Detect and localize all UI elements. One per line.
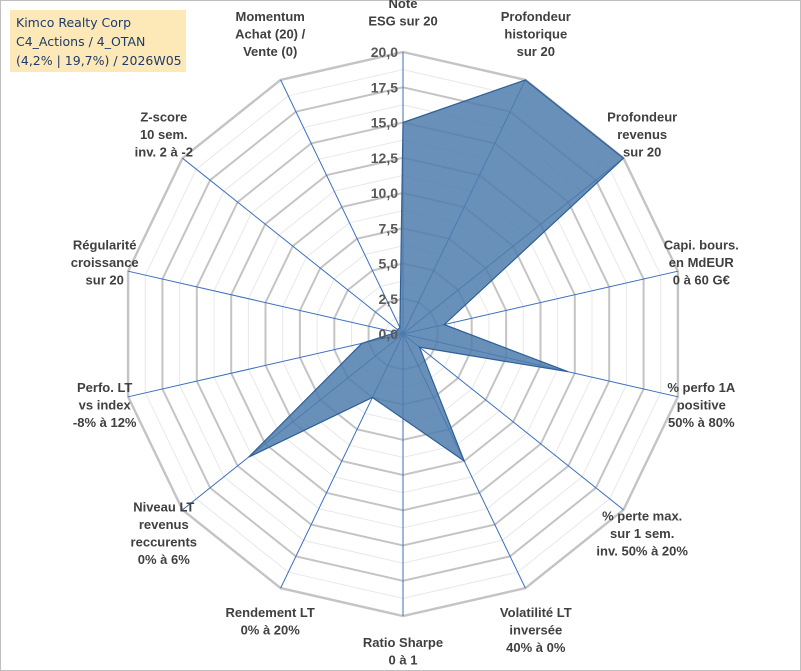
axis-label-line: vs index	[79, 398, 132, 413]
axis-label-line: Achat (20) /	[235, 26, 305, 41]
axis-label-line: sur 1 sem.	[610, 526, 674, 541]
axis-label: % perte max. sur 1 sem. inv. 50% à 20%	[596, 508, 688, 558]
radial-tick-label: 17,5	[371, 79, 398, 95]
axis-label: Profondeur historique sur 20	[501, 9, 571, 59]
axis-label-line: Vente (0)	[243, 44, 297, 59]
axis-spoke	[127, 270, 404, 335]
radial-tick-label: 10,0	[371, 185, 398, 201]
axis-label: Perfo. LT vs index -8% à 12%	[73, 380, 137, 430]
radial-tick-label: 0,0	[379, 326, 399, 342]
chart-title-box: Kimco Realty Corp C4_Actions / 4_OTAN (4…	[10, 10, 186, 72]
axis-label: Rendement LT 0% à 20%	[226, 605, 315, 638]
axis-label-line: historique	[504, 26, 567, 41]
axis-label-line: Régularité	[73, 238, 137, 253]
axis-label-line: Niveau LT	[133, 500, 194, 515]
axis-label-line: Rendement LT	[226, 605, 315, 620]
axis-spoke	[402, 333, 624, 511]
axis-label: Régularité croissance sur 20	[71, 238, 139, 288]
axis-label: % perfo 1A positive 50% à 80%	[667, 380, 736, 430]
axis-label-line: revenus	[139, 517, 189, 532]
axis-label-line: sur 20	[517, 44, 555, 59]
axis-label-line: Capi. bours.	[664, 238, 739, 253]
axis-label-line: Momentum	[236, 9, 305, 24]
axis-label: Profondeur revenus sur 20	[607, 109, 677, 159]
axis-label-line: 0 à 1	[389, 653, 418, 668]
axis-spoke	[127, 333, 404, 398]
radial-tick-label: 20,0	[371, 44, 398, 60]
radial-tick-label: 5,0	[379, 256, 399, 272]
axis-label: Capi. bours. en MdEUR 0 à 60 G€	[664, 238, 739, 288]
axis-label: Z-score 10 sem. inv. 2 à -2	[135, 109, 193, 159]
radial-tick-label: 2,5	[379, 291, 399, 307]
axis-label-line: ESG sur 20	[368, 14, 437, 29]
axis-label-line: 0% à 20%	[241, 622, 301, 637]
axis-spoke	[280, 79, 404, 335]
axis-label-line: inversée	[509, 622, 562, 637]
axis-label-line: 0 à 60 G€	[673, 273, 730, 288]
axis-label-line: Z-score	[140, 109, 187, 124]
title-line-company: Kimco Realty Corp	[16, 15, 132, 30]
axis-label: Niveau LT revenus reccurents 0% à 6%	[131, 500, 197, 567]
axis-label-line: 0% à 6%	[138, 552, 190, 567]
axis-label-line: -8% à 12%	[73, 415, 137, 430]
axis-label-line: inv. 50% à 20%	[596, 543, 688, 558]
axis-label-line: 50% à 80%	[668, 415, 735, 430]
data-series-area	[248, 79, 625, 463]
title-line-period: (4,2% | 19,7%) / 2026W05	[16, 53, 182, 68]
axis-label-line: % perte max.	[602, 508, 682, 523]
axis-label-line: revenus	[617, 127, 667, 142]
axis-label-line: sur 20	[623, 144, 661, 159]
axis-label: Volatilité LT inversée 40% à 0%	[500, 605, 572, 655]
axis-label-line: reccurents	[131, 535, 197, 550]
radial-tick-label: 15,0	[371, 115, 398, 131]
axis-label-line: inv. 2 à -2	[135, 144, 193, 159]
axis-label-line: Profondeur	[501, 9, 571, 24]
axis-label: Ratio Sharpe 0 à 1	[363, 635, 443, 668]
axis-label-line: croissance	[71, 255, 139, 270]
axis-label-line: % perfo 1A	[667, 380, 736, 395]
axis-label-line: sur 20	[86, 273, 124, 288]
axis-label-line: 40% à 0%	[506, 640, 566, 655]
axis-label-line: 10 sem.	[140, 127, 188, 142]
axis-spoke	[402, 270, 679, 335]
title-line-category: C4_Actions / 4_OTAN	[16, 34, 146, 49]
axis-label-line: positive	[677, 398, 726, 413]
axis-label-line: Note	[389, 0, 418, 11]
axis-label-line: Perfo. LT	[77, 380, 132, 395]
axis-label-line: Profondeur	[607, 109, 677, 124]
axis-label: Note ESG sur 20	[368, 0, 437, 29]
axis-label-line: Volatilité LT	[500, 605, 572, 620]
axis-spoke	[182, 157, 404, 335]
radial-tick-label: 7,5	[379, 220, 399, 236]
axis-label: Momentum Achat (20) / Vente (0)	[235, 9, 305, 59]
axis-label-line: en MdEUR	[669, 255, 735, 270]
radial-tick-label: 12,5	[371, 150, 398, 166]
axis-label-line: Ratio Sharpe	[363, 635, 443, 650]
